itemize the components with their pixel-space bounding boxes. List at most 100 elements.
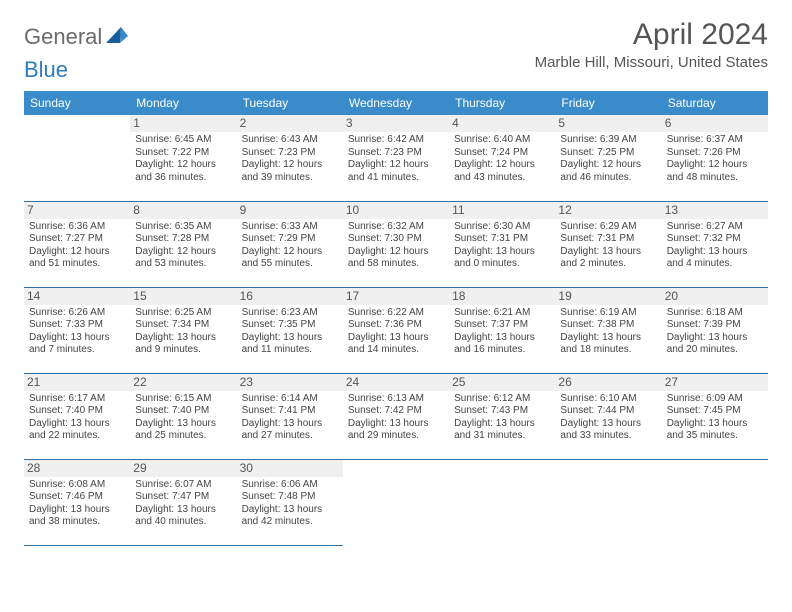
sunset-line: Sunset: 7:34 PM bbox=[135, 319, 231, 332]
sunset-line: Sunset: 7:22 PM bbox=[135, 147, 231, 160]
sunrise-line: Sunrise: 6:29 AM bbox=[560, 221, 656, 234]
sunset-line: Sunset: 7:27 PM bbox=[29, 233, 125, 246]
location: Marble Hill, Missouri, United States bbox=[535, 54, 768, 71]
sunrise-line: Sunrise: 6:19 AM bbox=[560, 307, 656, 320]
week-row: 7 Sunrise: 6:36 AMSunset: 7:27 PM Daylight… bbox=[24, 201, 768, 287]
calendar-table: SundayMondayTuesdayWednesdayThursdayFrid… bbox=[24, 91, 768, 546]
sunset-line: Sunset: 7:25 PM bbox=[560, 147, 656, 160]
daylight-line: Daylight: 13 hours and 35 minutes. bbox=[667, 418, 763, 443]
sunset-line: Sunset: 7:32 PM bbox=[667, 233, 763, 246]
day-cell bbox=[662, 459, 768, 545]
daylight-line: Daylight: 12 hours and 48 minutes. bbox=[667, 159, 763, 184]
day-cell: 27Sunrise: 6:09 AMSunset: 7:45 PMDayligh… bbox=[662, 373, 768, 459]
sunset-line: Sunset: 7:31 PM bbox=[454, 233, 550, 246]
sunrise-line: Sunrise: 6:14 AM bbox=[242, 393, 338, 406]
sunrise-line: Sunrise: 6:17 AM bbox=[29, 393, 125, 406]
day-cell bbox=[555, 459, 661, 545]
day-cell bbox=[343, 459, 449, 545]
daylight-line: Daylight: 13 hours and 22 minutes. bbox=[29, 418, 125, 443]
day-cell: 24Sunrise: 6:13 AMSunset: 7:42 PMDayligh… bbox=[343, 373, 449, 459]
day-cell: 17Sunrise: 6:22 AMSunset: 7:36 PMDayligh… bbox=[343, 287, 449, 373]
sunset-line: Sunset: 7:23 PM bbox=[348, 147, 444, 160]
day-number: 3 bbox=[343, 115, 449, 132]
daylight-line: Daylight: 13 hours and 27 minutes. bbox=[242, 418, 338, 443]
sunrise-line: Sunrise: 6:15 AM bbox=[135, 393, 231, 406]
sunset-line: Sunset: 7:42 PM bbox=[348, 405, 444, 418]
day-cell: 29Sunrise: 6:07 AMSunset: 7:47 PMDayligh… bbox=[130, 459, 236, 545]
sunset-line: Sunset: 7:43 PM bbox=[454, 405, 550, 418]
sunset-line: Sunset: 7:40 PM bbox=[29, 405, 125, 418]
sunrise-line: Sunrise: 6:10 AM bbox=[560, 393, 656, 406]
day-cell: 8Sunrise: 6:35 AMSunset: 7:28 PMDaylight… bbox=[130, 201, 236, 287]
day-number: 13 bbox=[662, 202, 768, 219]
day-number: 6 bbox=[662, 115, 768, 132]
day-cell: 15Sunrise: 6:25 AMSunset: 7:34 PMDayligh… bbox=[130, 287, 236, 373]
weekday-monday: Monday bbox=[130, 91, 236, 115]
sunset-line: Sunset: 7:28 PM bbox=[135, 233, 231, 246]
sunrise-line: Sunrise: 6:40 AM bbox=[454, 134, 550, 147]
daylight-line: Daylight: 12 hours and 41 minutes. bbox=[348, 159, 444, 184]
sunrise-line: Sunrise: 6:08 AM bbox=[29, 479, 125, 492]
week-row: 1Sunrise: 6:45 AMSunset: 7:22 PMDaylight… bbox=[24, 115, 768, 201]
daylight-line: Daylight: 12 hours and 39 minutes. bbox=[242, 159, 338, 184]
day-number: 29 bbox=[130, 460, 236, 477]
day-cell: 16Sunrise: 6:23 AMSunset: 7:35 PMDayligh… bbox=[237, 287, 343, 373]
day-number: 22 bbox=[130, 374, 236, 391]
sunrise-line: Sunrise: 6:22 AM bbox=[348, 307, 444, 320]
sunrise-line: Sunrise: 6:25 AM bbox=[135, 307, 231, 320]
brand-icon bbox=[106, 26, 128, 49]
sunset-line: Sunset: 7:30 PM bbox=[348, 233, 444, 246]
day-cell: 26Sunrise: 6:10 AMSunset: 7:44 PMDayligh… bbox=[555, 373, 661, 459]
day-number: 5 bbox=[555, 115, 661, 132]
daylight-line: Daylight: 13 hours and 25 minutes. bbox=[135, 418, 231, 443]
sunrise-line: Sunrise: 6:06 AM bbox=[242, 479, 338, 492]
day-cell: 23Sunrise: 6:14 AMSunset: 7:41 PMDayligh… bbox=[237, 373, 343, 459]
sunset-line: Sunset: 7:47 PM bbox=[135, 491, 231, 504]
sunset-line: Sunset: 7:24 PM bbox=[454, 147, 550, 160]
day-number: 2 bbox=[237, 115, 343, 132]
day-cell: 28Sunrise: 6:08 AMSunset: 7:46 PMDayligh… bbox=[24, 459, 130, 545]
day-number: 14 bbox=[24, 288, 130, 305]
day-cell: 13Sunrise: 6:27 AMSunset: 7:32 PMDayligh… bbox=[662, 201, 768, 287]
daylight-line: Daylight: 13 hours and 42 minutes. bbox=[242, 504, 338, 529]
day-number: 19 bbox=[555, 288, 661, 305]
day-number: 26 bbox=[555, 374, 661, 391]
sunset-line: Sunset: 7:31 PM bbox=[560, 233, 656, 246]
weekday-thursday: Thursday bbox=[449, 91, 555, 115]
day-number: 27 bbox=[662, 374, 768, 391]
day-number: 17 bbox=[343, 288, 449, 305]
day-cell: 10Sunrise: 6:32 AMSunset: 7:30 PMDayligh… bbox=[343, 201, 449, 287]
sunrise-line: Sunrise: 6:42 AM bbox=[348, 134, 444, 147]
brand-part1: General bbox=[24, 24, 102, 50]
week-row: 28Sunrise: 6:08 AMSunset: 7:46 PMDayligh… bbox=[24, 459, 768, 545]
daylight-line: Daylight: 12 hours and 36 minutes. bbox=[135, 159, 231, 184]
day-number: 4 bbox=[449, 115, 555, 132]
sunset-line: Sunset: 7:44 PM bbox=[560, 405, 656, 418]
day-cell: 30Sunrise: 6:06 AMSunset: 7:48 PMDayligh… bbox=[237, 459, 343, 545]
day-number: 9 bbox=[237, 202, 343, 219]
brand-logo: General bbox=[24, 18, 130, 50]
sunrise-line: Sunrise: 6:23 AM bbox=[242, 307, 338, 320]
daylight-line: Daylight: 13 hours and 31 minutes. bbox=[454, 418, 550, 443]
sunrise-line: Sunrise: 6:36 AM bbox=[29, 221, 125, 234]
day-number: 24 bbox=[343, 374, 449, 391]
daylight-line: Daylight: 13 hours and 38 minutes. bbox=[29, 504, 125, 529]
day-cell: 25Sunrise: 6:12 AMSunset: 7:43 PMDayligh… bbox=[449, 373, 555, 459]
day-cell: 20Sunrise: 6:18 AMSunset: 7:39 PMDayligh… bbox=[662, 287, 768, 373]
day-cell: 7Sunrise: 6:36 AMSunset: 7:27 PMDaylight… bbox=[24, 201, 130, 287]
day-number: 11 bbox=[449, 202, 555, 219]
daylight-line: Daylight: 12 hours and 55 minutes. bbox=[242, 246, 338, 271]
daylight-line: Daylight: 13 hours and 29 minutes. bbox=[348, 418, 444, 443]
day-number: 18 bbox=[449, 288, 555, 305]
week-row: 21Sunrise: 6:17 AMSunset: 7:40 PMDayligh… bbox=[24, 373, 768, 459]
sunset-line: Sunset: 7:39 PM bbox=[667, 319, 763, 332]
day-cell: 11Sunrise: 6:30 AMSunset: 7:31 PMDayligh… bbox=[449, 201, 555, 287]
day-number: 7 bbox=[24, 202, 130, 219]
day-number: 30 bbox=[237, 460, 343, 477]
daylight-line: Daylight: 13 hours and 20 minutes. bbox=[667, 332, 763, 357]
sunrise-line: Sunrise: 6:35 AM bbox=[135, 221, 231, 234]
weekday-tuesday: Tuesday bbox=[237, 91, 343, 115]
day-cell: 2Sunrise: 6:43 AMSunset: 7:23 PMDaylight… bbox=[237, 115, 343, 201]
sunset-line: Sunset: 7:23 PM bbox=[242, 147, 338, 160]
sunrise-line: Sunrise: 6:32 AM bbox=[348, 221, 444, 234]
